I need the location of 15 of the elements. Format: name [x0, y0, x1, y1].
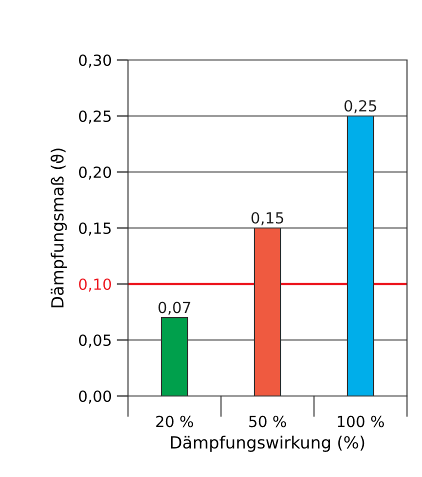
y-tick-label: 0,25: [79, 110, 111, 124]
data-label: 0,07: [158, 302, 190, 315]
data-label: 0,25: [344, 100, 376, 114]
x-tick-label: 20 %: [156, 416, 194, 428]
y-tick-label: 0,00: [79, 390, 112, 404]
y-tick-label: 0,20: [79, 166, 112, 180]
y-axis-title: Dämpfungsmaß (ϑ): [50, 148, 67, 308]
x-tick-label: 100 %: [338, 416, 384, 428]
x-tick-label: 50 %: [249, 416, 286, 428]
data-label: 0,15: [252, 212, 284, 226]
x-axis-title: Dämpfungswirkung (%): [171, 436, 364, 452]
y-tick-label: 0,10: [79, 278, 112, 292]
y-tick-label: 0,05: [79, 334, 111, 348]
y-tick-label: 0,30: [79, 54, 112, 68]
y-tick-label: 0,15: [79, 222, 111, 236]
